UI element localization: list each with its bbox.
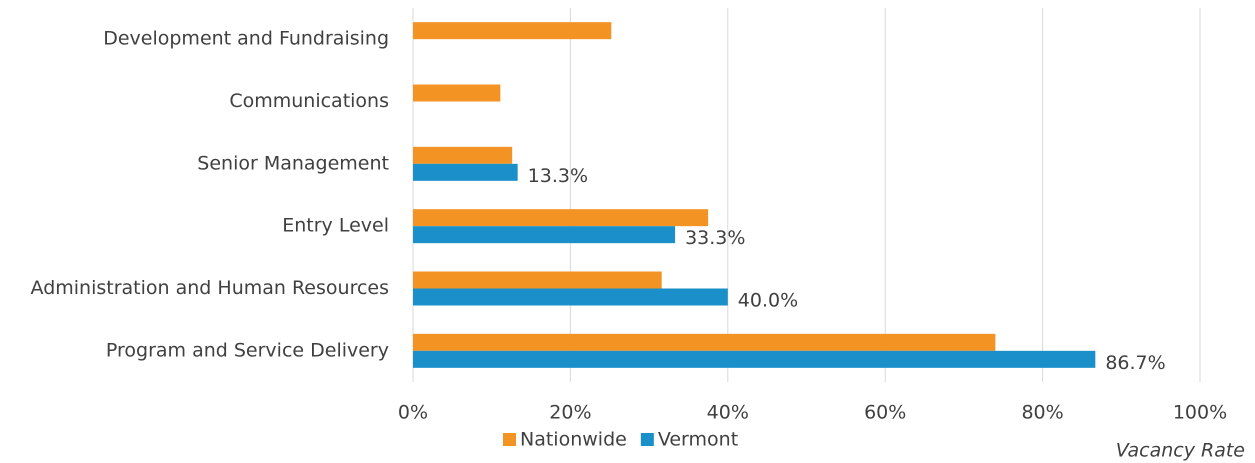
legend-label: Nationwide <box>520 429 627 451</box>
data-label: 86.7% <box>1105 352 1165 374</box>
x-tick-label: 80% <box>1021 402 1063 424</box>
y-tick-label: Entry Level <box>282 215 389 237</box>
x-tick-label: 20% <box>549 402 591 424</box>
data-label: 33.3% <box>685 227 745 249</box>
x-tick-label: 40% <box>707 402 749 424</box>
x-tick-label: 60% <box>864 402 906 424</box>
legend-swatch <box>503 433 516 446</box>
bar <box>413 146 513 164</box>
bar <box>413 22 612 40</box>
y-tick-label: Administration and Human Resources <box>31 277 389 299</box>
bar <box>413 209 709 227</box>
bar <box>413 226 676 244</box>
bar <box>413 163 518 181</box>
legend-swatch <box>640 433 654 446</box>
y-tick-label: Development and Fundraising <box>103 28 389 50</box>
bar <box>413 333 996 351</box>
y-tick-label: Communications <box>229 90 389 112</box>
x-axis-label: Vacancy Rate <box>1116 440 1245 462</box>
y-tick-label: Senior Management <box>197 152 389 174</box>
legend-label: Vermont <box>658 429 738 451</box>
bar <box>413 288 728 306</box>
x-tick-label: 0% <box>398 402 428 424</box>
bar <box>413 271 662 289</box>
x-tick-label: 100% <box>1173 402 1227 424</box>
bar <box>413 350 1096 368</box>
bar <box>413 84 501 102</box>
y-tick-label: Program and Service Delivery <box>106 339 389 361</box>
data-label: 13.3% <box>528 165 588 187</box>
data-label: 40.0% <box>738 290 798 312</box>
